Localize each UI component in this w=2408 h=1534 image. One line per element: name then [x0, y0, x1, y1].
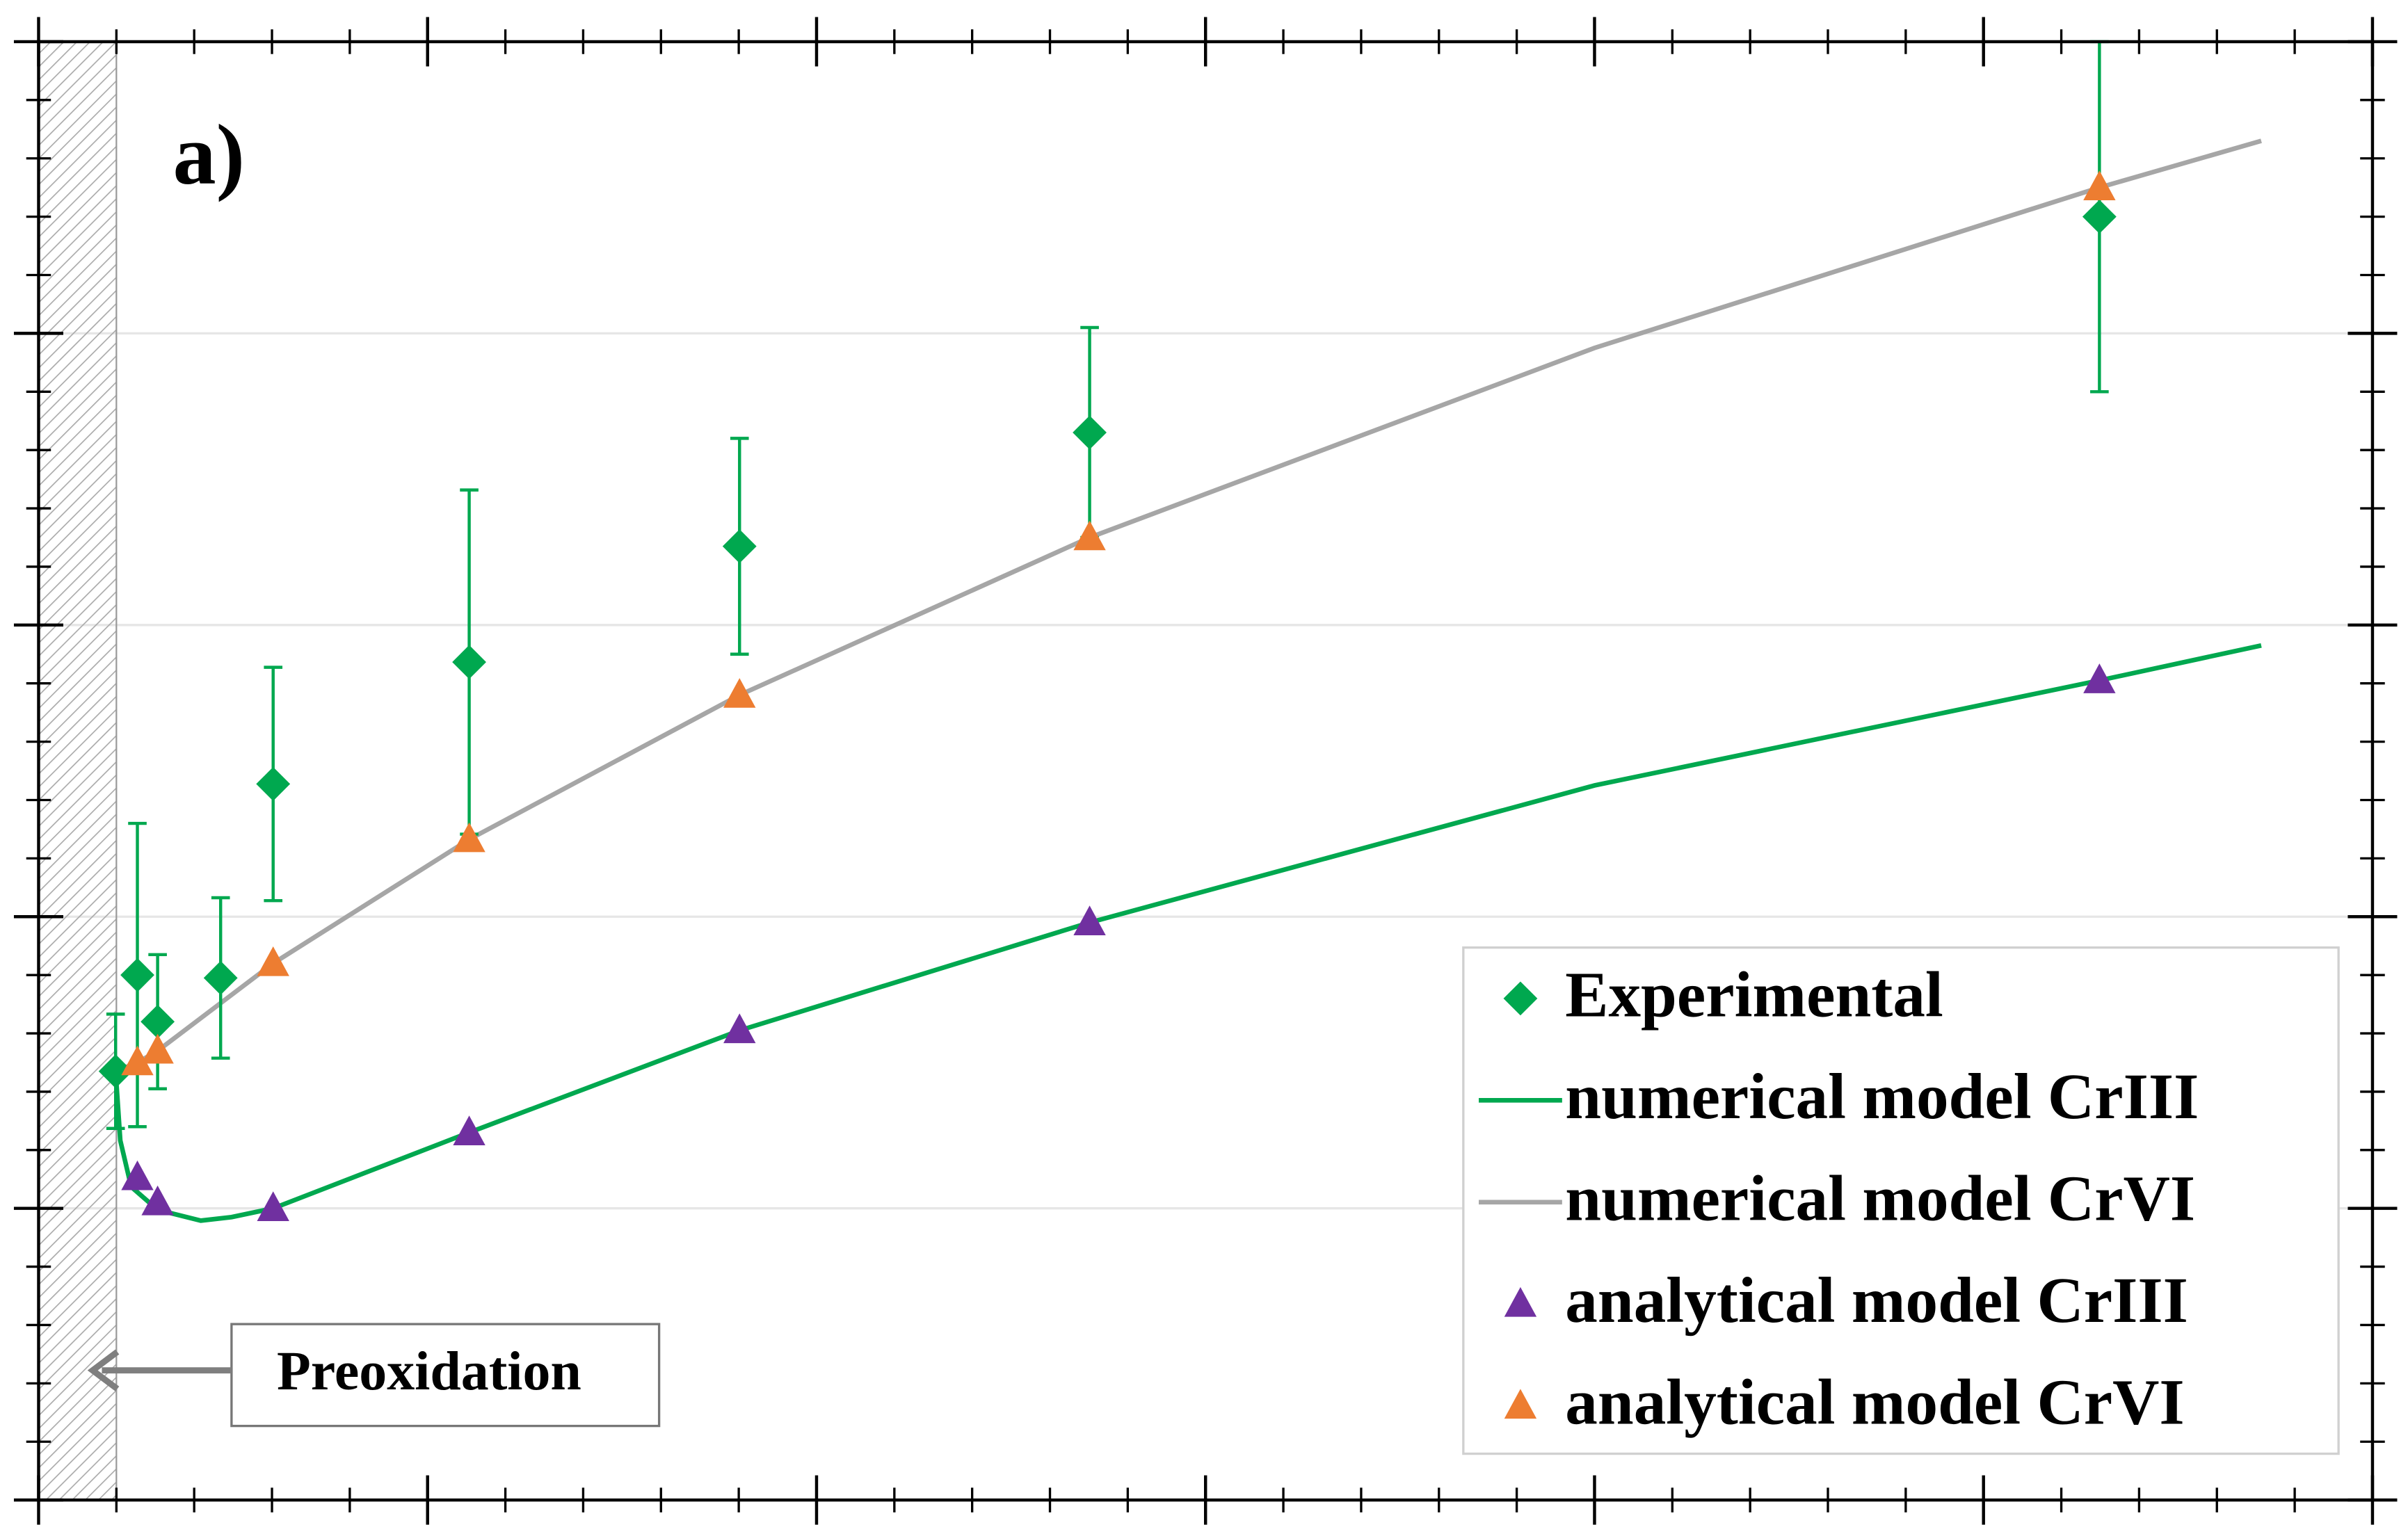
triangle-marker — [1504, 1286, 1537, 1317]
legend-label: Experimental — [1565, 960, 1943, 1031]
triangle-marker — [2083, 663, 2116, 693]
diamond-marker — [1073, 415, 1107, 450]
diamond-marker — [256, 767, 291, 801]
diamond-marker — [452, 645, 486, 679]
triangle-marker — [257, 1191, 289, 1222]
model-line — [114, 138, 2262, 1074]
diamond-marker — [722, 529, 757, 563]
region — [38, 40, 118, 1501]
triangle-marker — [2083, 170, 2116, 200]
triangle-marker — [121, 1045, 154, 1076]
triangle-marker — [257, 946, 289, 976]
triangle-marker — [121, 1160, 154, 1190]
legend-label: analytical model CrIII — [1565, 1265, 2188, 1337]
legend-box — [1462, 946, 2340, 1455]
annotation-box — [230, 1323, 661, 1428]
diamond-marker — [120, 958, 154, 992]
annotation-arrowhead — [87, 1349, 120, 1391]
preoxidation-region — [38, 40, 118, 1501]
triangle-marker — [723, 678, 756, 708]
triangle-marker — [141, 1185, 174, 1216]
axes — [13, 17, 2398, 1525]
legend: Experimental numerical model CrIII numeric… — [1462, 946, 2340, 1455]
triangle-marker — [141, 1033, 174, 1064]
triangle-marker — [453, 822, 485, 853]
diamond-marker — [141, 1004, 175, 1039]
diamond-marker — [1503, 981, 1538, 1016]
data — [98, 40, 2262, 1223]
legend-label: analytical model CrVI — [1565, 1367, 2184, 1439]
triangle-marker — [1073, 905, 1106, 935]
diamond-marker — [203, 960, 238, 995]
diamond-marker — [2082, 200, 2117, 234]
chart-title: a) — [173, 106, 246, 202]
legend-label: numerical model CrVI — [1565, 1163, 2195, 1235]
legend-label: numerical model CrIII — [1565, 1061, 2199, 1133]
triangle-marker — [453, 1115, 485, 1145]
triangle-marker — [1073, 520, 1106, 551]
annotation: Preoxidation — [277, 1341, 581, 1402]
triangle-marker — [1504, 1389, 1537, 1419]
triangle-marker — [723, 1013, 756, 1044]
